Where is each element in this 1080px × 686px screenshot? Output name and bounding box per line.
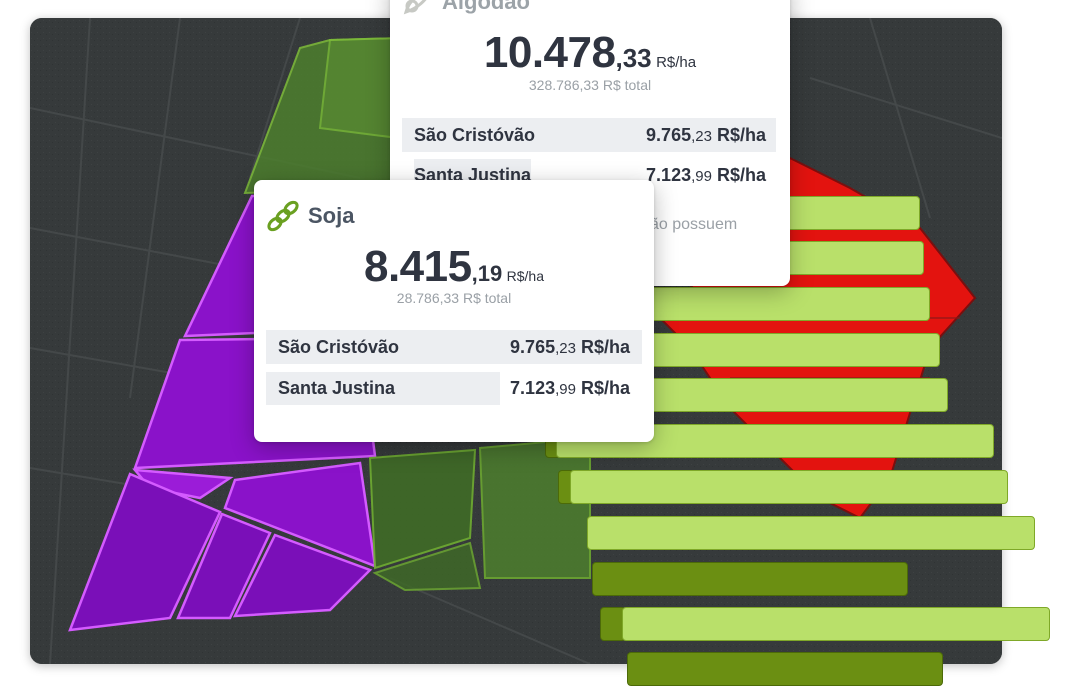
- crop-name: Algodão: [442, 0, 530, 14]
- bar-10-stub: [600, 607, 626, 641]
- farm-row[interactable]: Santa Justina 7.123,99 R$/ha: [266, 371, 642, 405]
- bar-11: [627, 652, 943, 686]
- bar-7: [570, 470, 1008, 504]
- green-fields-top[interactable]: [243, 36, 404, 195]
- algodao-footnote: ão possuem: [650, 216, 738, 233]
- crop-title-soja: Soja: [266, 200, 354, 232]
- bar-2: [770, 241, 924, 275]
- field-grid-lines: [30, 18, 1002, 664]
- bar-4: [650, 333, 940, 367]
- farm-row[interactable]: São Cristóvão 9.765,23 R$/ha: [266, 330, 642, 364]
- bar-10: [622, 607, 1050, 641]
- bar-5: [640, 378, 948, 412]
- crop-title-algodao: Algodão: [402, 0, 530, 16]
- farm-row[interactable]: São Cristóvão 9.765,23 R$/ha: [402, 118, 776, 152]
- bar-8: [587, 516, 1035, 550]
- algodao-leaf-icon: [402, 0, 434, 16]
- crop-value-per-ha: 8.415,19 R$/ha: [363, 242, 544, 291]
- crop-name: Soja: [308, 203, 355, 228]
- soja-leaf-icon: [266, 200, 300, 232]
- crop-card-soja[interactable]: Soja 8.415,19 R$/ha 28.786,33 R$ total S…: [254, 180, 654, 442]
- bar-9: [592, 562, 908, 596]
- crop-total: 28.786,33 R$ total: [396, 290, 512, 306]
- crop-value-per-ha: 10.478,33 R$/ha: [483, 28, 697, 77]
- bar-3: [640, 287, 930, 321]
- crop-total: 328.786,33 R$ total: [528, 77, 652, 93]
